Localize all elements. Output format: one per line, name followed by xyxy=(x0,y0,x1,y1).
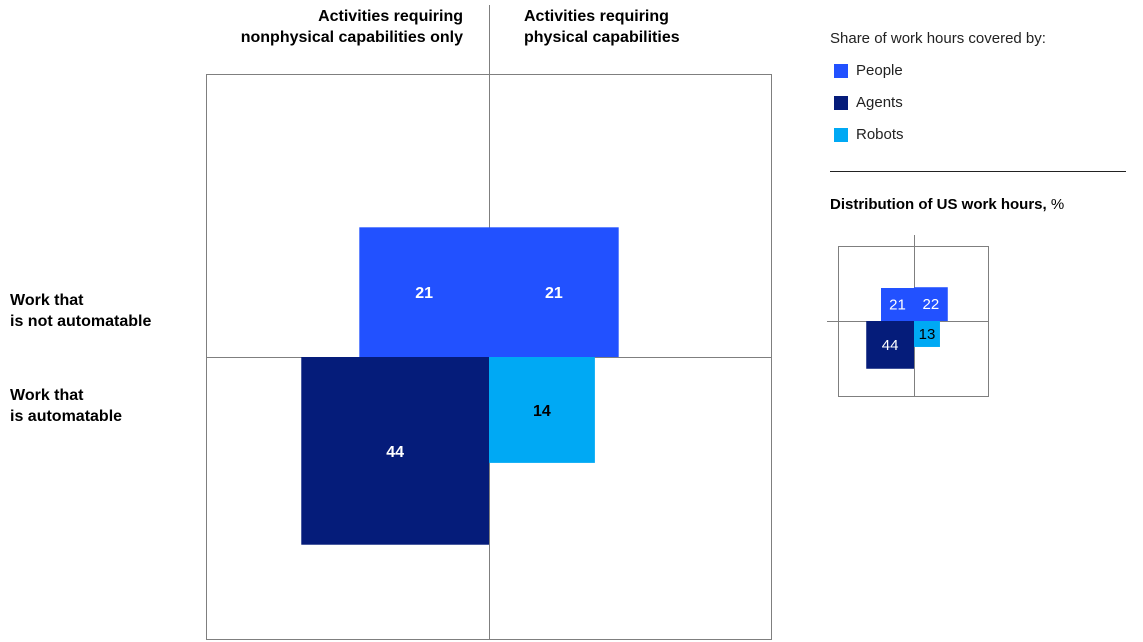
mini-cell-people-physical-square xyxy=(914,287,948,321)
mini-cell-robots-physical-square xyxy=(914,321,940,347)
cell-people-nonphysical-label: 21 xyxy=(415,285,433,302)
main-chart: 21 21 44 14 xyxy=(206,5,772,640)
mini-cell-robots-physical-label: 13 xyxy=(919,326,936,343)
row-header-not-automatable: Work that is not automatable xyxy=(10,292,152,330)
legend-label-people: People xyxy=(856,62,903,79)
legend-label-robots: Robots xyxy=(856,126,904,143)
row-header-automatable: Work that is automatable xyxy=(10,387,123,425)
cell-robots-physical-square xyxy=(489,357,595,463)
mini-cell-people-nonphysical-label: 21 xyxy=(889,297,906,314)
cell-people-nonphysical-square xyxy=(359,227,489,357)
legend-divider xyxy=(830,171,1126,172)
mini-cell-people-nonphysical-square xyxy=(881,288,914,321)
cell-people-physical-square xyxy=(489,227,619,357)
legend-item-robots: Robots xyxy=(834,126,904,143)
legend-title: Share of work hours covered by: xyxy=(830,30,1046,47)
column-header-physical: Activities requiring physical capabiliti… xyxy=(524,8,680,46)
mini-chart: 21 22 44 13 xyxy=(827,235,989,397)
mini-cell-agents-nonphysical-label: 44 xyxy=(882,337,899,354)
cell-people-physical-label: 21 xyxy=(545,285,563,302)
cell-agents-nonphysical-square xyxy=(301,357,489,545)
mini-cell-people-physical-label: 22 xyxy=(923,296,940,313)
cell-robots-physical-label: 14 xyxy=(533,403,551,420)
legend-item-agents: Agents xyxy=(834,94,903,111)
mini-cell-agents-nonphysical-square xyxy=(866,321,914,369)
cell-agents-nonphysical-label: 44 xyxy=(386,444,404,461)
mini-chart-title-unit: % xyxy=(1050,196,1065,213)
mini-chart-title-text: Distribution of US work hours, xyxy=(830,196,1047,213)
legend-swatch-agents xyxy=(834,95,848,110)
legend-swatch-robots xyxy=(834,127,848,142)
column-header-nonphysical: Activities requiring nonphysical capabil… xyxy=(240,8,463,46)
legend-swatch-people xyxy=(834,63,848,78)
legend-label-agents: Agents xyxy=(856,94,903,111)
mini-chart-title: Distribution of US work hours, % xyxy=(830,196,1064,213)
legend-item-people: People xyxy=(834,62,903,79)
